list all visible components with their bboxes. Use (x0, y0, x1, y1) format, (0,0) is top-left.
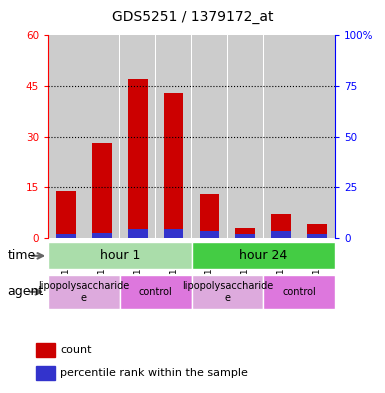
Bar (155, 35, 156, 238)
Bar (164, 230, 184, 238)
Bar (236, 228, 255, 238)
Bar (48, 35, 84, 238)
Bar (227, 35, 228, 238)
Bar (307, 234, 327, 238)
Bar (299, 35, 300, 238)
Bar (56, 234, 76, 238)
Text: GDS5251 / 1379172_at: GDS5251 / 1379172_at (112, 10, 273, 24)
Bar (48, 242, 192, 269)
Bar (307, 224, 327, 238)
Text: agent: agent (8, 285, 44, 298)
Bar (84, 35, 120, 238)
Bar (156, 35, 192, 238)
Bar (192, 35, 228, 238)
Bar (48, 275, 120, 309)
Bar (92, 233, 112, 238)
Bar (120, 35, 156, 238)
Bar (228, 35, 263, 238)
Bar (199, 194, 219, 238)
Text: count: count (60, 345, 92, 355)
Bar (36, 343, 55, 357)
Bar (199, 231, 219, 238)
Bar (120, 275, 192, 309)
Bar (164, 93, 184, 238)
Bar (192, 275, 263, 309)
Bar (56, 191, 76, 238)
Bar (271, 231, 291, 238)
Text: control: control (282, 287, 316, 297)
Text: hour 1: hour 1 (100, 249, 140, 263)
Bar (192, 242, 335, 269)
Text: lipopolysaccharide
e: lipopolysaccharide e (38, 281, 130, 303)
Bar (128, 230, 147, 238)
Bar (263, 35, 299, 238)
Bar (92, 143, 112, 238)
Bar (236, 234, 255, 238)
Text: hour 24: hour 24 (239, 249, 287, 263)
Bar (119, 35, 120, 238)
Bar (263, 275, 335, 309)
Bar (36, 366, 55, 380)
Bar (191, 35, 192, 238)
Bar (263, 35, 264, 238)
Bar (128, 79, 147, 238)
Text: percentile rank within the sample: percentile rank within the sample (60, 368, 248, 378)
Bar (271, 214, 291, 238)
Text: lipopolysaccharide
e: lipopolysaccharide e (182, 281, 273, 303)
Text: time: time (8, 249, 36, 263)
Bar (299, 35, 335, 238)
Text: control: control (139, 287, 172, 297)
